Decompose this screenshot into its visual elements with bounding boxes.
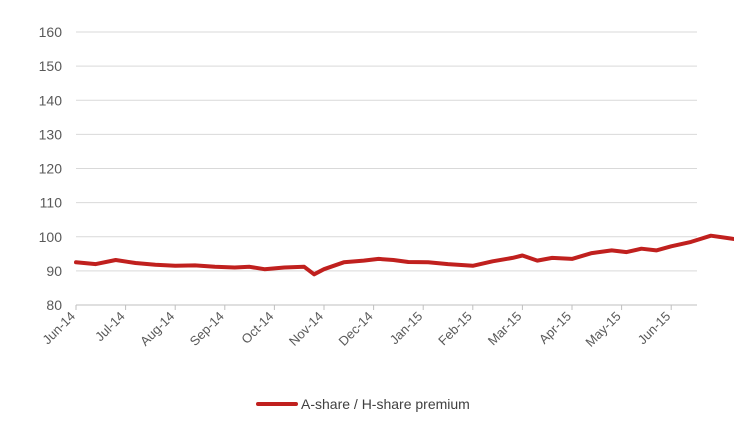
legend: A-share / H-share premium	[256, 396, 470, 412]
x-tick-label: Jul-14	[92, 309, 128, 345]
y-tick-label: 130	[39, 126, 63, 142]
y-tick-label: 140	[39, 92, 63, 108]
legend-label: A-share / H-share premium	[301, 396, 470, 412]
x-tick-label: Dec-14	[335, 309, 375, 349]
y-tick-label: 100	[39, 229, 63, 245]
x-tick-label: Apr-15	[536, 309, 574, 347]
x-tick-label: Aug-14	[137, 309, 177, 349]
y-tick-label: 110	[40, 195, 63, 211]
y-tick-label: 150	[39, 58, 63, 74]
x-tick-label: Oct-14	[238, 309, 276, 347]
x-tick-label: Nov-14	[286, 309, 326, 349]
x-axis-tick-labels: Jun-14 Jul-14 Aug-14 Sep-14 Oct-14 Nov-14 Dec-…	[39, 305, 673, 350]
series-line-0	[74, 233, 734, 277]
x-tick-label: Jan-15	[387, 309, 426, 348]
x-tick-label: Jun-14	[39, 309, 78, 348]
x-tick-label: Feb-15	[435, 309, 475, 349]
x-tick-label: May-15	[582, 309, 623, 350]
y-tick-label: 80	[46, 297, 62, 313]
y-axis-tick-labels: 80 90 100 110 120 130 140 150 160	[39, 24, 63, 313]
grid-lines	[76, 31, 697, 272]
y-tick-label: 160	[39, 24, 63, 40]
x-tick-label: Sep-14	[187, 309, 227, 349]
y-tick-label: 120	[39, 161, 63, 177]
x-tick-label: Jun-15	[635, 309, 674, 348]
series-lines	[74, 233, 734, 277]
y-tick-label: 90	[46, 263, 62, 279]
x-tick-label: Mar-15	[485, 309, 525, 349]
